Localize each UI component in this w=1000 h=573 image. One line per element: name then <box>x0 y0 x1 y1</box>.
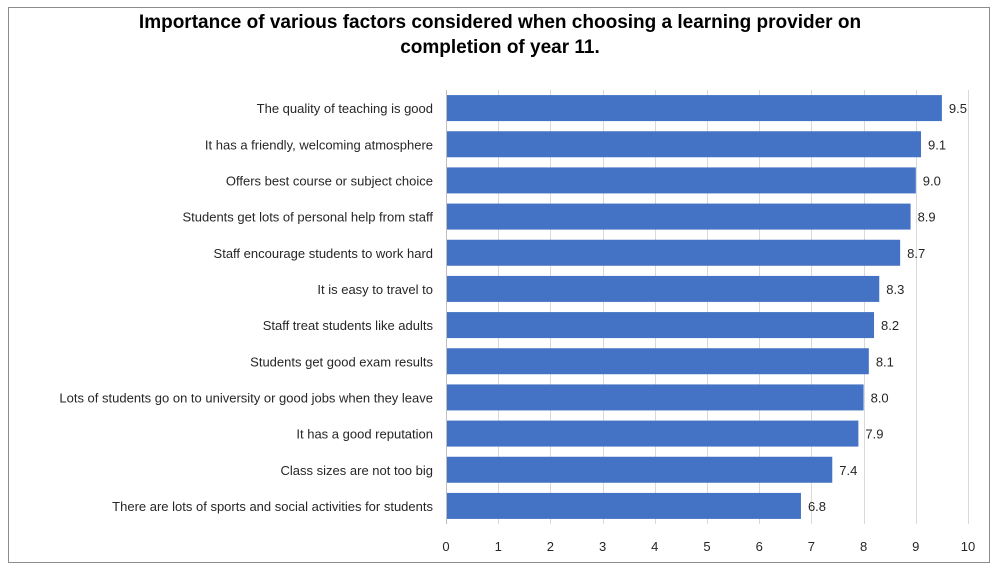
x-tick-label: 0 <box>442 539 449 554</box>
x-tick-label: 6 <box>756 539 763 554</box>
category-label: It has a good reputation <box>296 427 433 442</box>
category-label: It has a friendly, welcoming atmosphere <box>205 137 433 152</box>
x-tick-label: 2 <box>547 539 554 554</box>
bar <box>447 239 901 266</box>
value-label: 9.0 <box>923 173 941 188</box>
category-label: Staff encourage students to work hard <box>214 246 433 261</box>
grid-lines <box>498 90 969 524</box>
bar <box>447 203 911 230</box>
chart-title: Importance of various factors considered… <box>0 10 1000 60</box>
value-label: 8.9 <box>918 210 936 225</box>
x-tick-label: 1 <box>495 539 502 554</box>
bar <box>447 275 880 302</box>
value-label: 8.2 <box>881 318 899 333</box>
value-label: 7.4 <box>839 463 857 478</box>
bar <box>447 456 833 483</box>
x-tick-label: 5 <box>703 539 710 554</box>
x-tick-label: 8 <box>860 539 867 554</box>
value-label: 8.7 <box>907 246 925 261</box>
value-label: 9.1 <box>928 137 946 152</box>
category-label: Students get good exam results <box>250 354 433 369</box>
value-label: 8.1 <box>876 354 894 369</box>
bar <box>447 95 942 122</box>
value-label: 7.9 <box>865 427 883 442</box>
value-label: 8.3 <box>886 282 904 297</box>
bar <box>447 420 859 447</box>
category-label: Offers best course or subject choice <box>226 173 433 188</box>
x-tick-label: 3 <box>599 539 606 554</box>
bars <box>447 95 942 519</box>
bar <box>447 167 916 194</box>
value-label: 9.5 <box>949 101 967 116</box>
value-label: 8.0 <box>871 390 889 405</box>
category-label: Staff treat students like adults <box>263 318 434 333</box>
category-labels: The quality of teaching is good It has a … <box>59 101 433 514</box>
x-tick-labels: 0 1 2 3 4 5 6 7 8 9 10 <box>442 539 975 554</box>
bar <box>447 348 869 375</box>
bar <box>447 131 922 158</box>
bar <box>447 312 875 339</box>
x-tick-label: 10 <box>961 539 975 554</box>
value-labels: 9.5 9.1 9.0 8.9 8.7 8.3 8.2 8.1 8.0 7.9 7.4 6.8 <box>808 101 967 514</box>
chart-title-line-2: completion of year 11. <box>400 37 600 58</box>
value-label: 6.8 <box>808 499 826 514</box>
bar <box>447 492 801 519</box>
category-label: Class sizes are not too big <box>281 463 433 478</box>
chart-title-line-1: Importance of various factors considered… <box>138 12 862 33</box>
x-tick-label: 4 <box>651 539 658 554</box>
x-tick-label: 9 <box>912 539 919 554</box>
category-label: There are lots of sports and social acti… <box>112 499 433 514</box>
category-label: Students get lots of personal help from … <box>182 210 433 225</box>
category-label: Lots of students go on to university or … <box>59 390 433 405</box>
bar <box>447 384 864 411</box>
category-label: It is easy to travel to <box>317 282 433 297</box>
x-tick-label: 7 <box>808 539 815 554</box>
category-label: The quality of teaching is good <box>257 101 433 116</box>
